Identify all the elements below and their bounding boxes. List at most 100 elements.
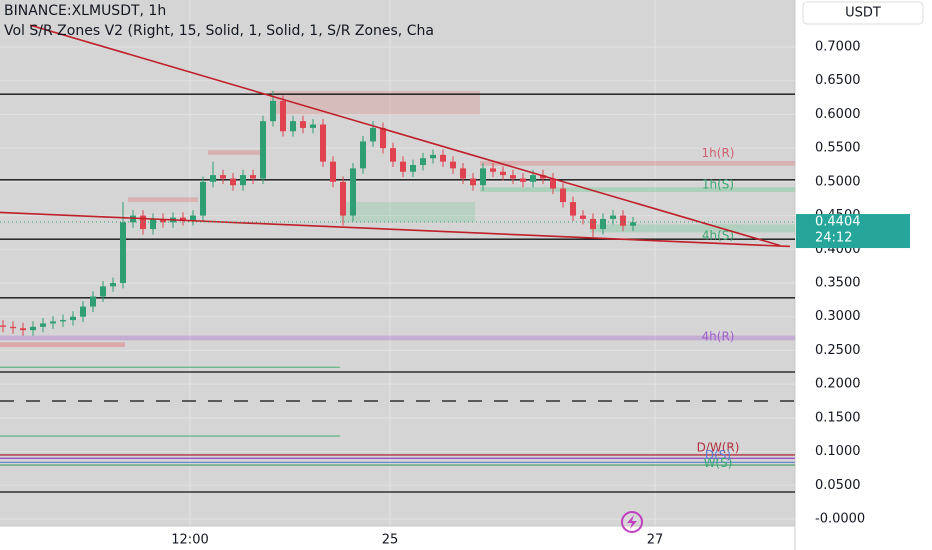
currency-box[interactable] [802, 1, 924, 25]
zone-label: 4h(S) [702, 228, 734, 242]
candle-body [440, 154, 446, 162]
candle-body [360, 141, 366, 169]
indicator-title: Vol S/R Zones V2 (Right, 15, Solid, 1, S… [4, 23, 434, 39]
candle-body [550, 178, 556, 189]
sr-zone [590, 224, 795, 233]
candle-body [260, 121, 266, 179]
zone-label: 1h(R) [702, 146, 735, 160]
sr-zone [0, 366, 340, 368]
candle-body [210, 175, 216, 182]
sr-zone [480, 160, 795, 166]
zone-label: 4h(R) [702, 329, 735, 343]
candle-body [80, 306, 86, 317]
candle-body [250, 175, 256, 179]
candle-body [270, 100, 276, 122]
trendline [29, 24, 781, 247]
candle-body [420, 158, 426, 165]
candle-body [240, 175, 246, 186]
candle-body [470, 178, 476, 186]
plot-background [0, 0, 795, 526]
candle-body [630, 222, 636, 226]
y-tick-label: 0.0500 [815, 478, 861, 493]
candle-body [320, 124, 326, 162]
y-tick-label: 0.2000 [815, 377, 861, 392]
y-tick-label: 0.1000 [815, 444, 861, 459]
currency-label: USDT [845, 6, 881, 21]
candle-body [450, 161, 456, 169]
candle-body [430, 154, 436, 159]
zone-label: D/W(R) [697, 441, 740, 455]
y-tick-label: 0.2500 [815, 343, 861, 358]
trendline [0, 211, 791, 248]
zone-label: D(S) [705, 448, 731, 462]
zone-label: W(S) [704, 456, 733, 470]
last-price-box [796, 214, 910, 249]
candle-body [340, 181, 346, 216]
sr-zone [340, 202, 475, 223]
candle-body [520, 178, 526, 182]
candle-body [560, 188, 566, 203]
candle-body [480, 168, 486, 186]
sr-zone [0, 435, 340, 437]
x-tick-label: 27 [647, 533, 664, 548]
y-tick-label: 0.1500 [815, 410, 861, 425]
candle-body [570, 202, 576, 216]
countdown-label: 24:12 [815, 231, 852, 246]
y-tick-label: -0.0000 [815, 511, 865, 526]
candle-body [50, 321, 56, 324]
candle-body [220, 175, 226, 179]
y-tick-label: 0.3500 [815, 275, 861, 290]
candle-body [610, 215, 616, 219]
candle-body [580, 215, 586, 219]
candle-body [120, 222, 126, 283]
sr-zone [270, 90, 480, 115]
candle-body [390, 148, 396, 162]
candle-body [40, 323, 46, 327]
candle-body [280, 100, 286, 132]
x-tick-label: 25 [382, 533, 399, 548]
y-tick-label: 0.3000 [815, 309, 861, 324]
candle-body [140, 215, 146, 230]
chart-title: BINANCE:XLMUSDT, 1h [4, 3, 166, 19]
sr-zone [128, 197, 198, 203]
candle-body [490, 168, 496, 172]
candle-body [70, 316, 76, 321]
candle-body [600, 218, 606, 230]
candle-body [590, 218, 596, 230]
candle-body [30, 326, 36, 331]
y-tick-label: 0.6000 [815, 107, 861, 122]
sr-zone [0, 335, 795, 341]
candle-body [380, 127, 386, 149]
candle-body [10, 326, 16, 329]
candle-body [620, 215, 626, 226]
price-axis [795, 0, 932, 550]
candle-body [150, 218, 156, 230]
candle-body [110, 282, 116, 287]
last-price-label: 0.4404 [815, 215, 861, 230]
y-tick-label: 0.7000 [815, 39, 861, 54]
candle-body [160, 218, 166, 223]
candle-body [350, 168, 356, 216]
candle-body [460, 168, 466, 179]
x-tick-label: 12:00 [171, 533, 208, 548]
candle-body [200, 181, 206, 216]
candle-body [330, 161, 336, 182]
candle-body [60, 320, 66, 322]
zone-label: 1h(S) [702, 178, 734, 192]
sr-zone [0, 342, 125, 348]
y-tick-label: 0.5500 [815, 141, 861, 156]
candle-body [100, 286, 106, 297]
candle-body [90, 296, 96, 307]
candle-body [510, 175, 516, 179]
candle-body [290, 121, 296, 132]
candle-body [130, 215, 136, 223]
logo-icon [621, 511, 643, 533]
candle-body [400, 161, 406, 172]
candle-body [20, 328, 26, 331]
candle-body [0, 325, 6, 327]
candle-body [310, 124, 316, 128]
sr-zone [208, 150, 265, 155]
candle-body [540, 175, 546, 179]
candle-body [190, 215, 196, 221]
